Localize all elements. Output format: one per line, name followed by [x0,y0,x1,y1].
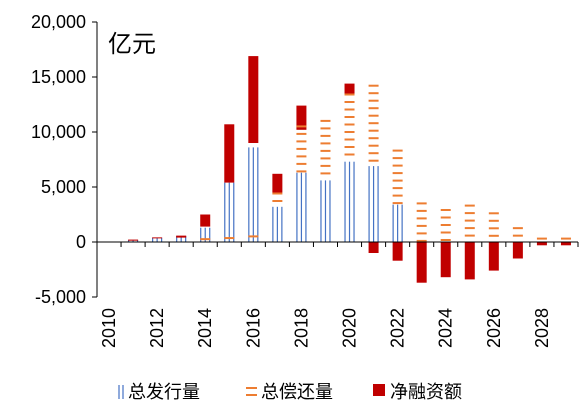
x-tick-label: 2018 [291,308,311,348]
bar-issuance-2020 [344,161,355,242]
bar-net-financing-2026 [488,242,499,271]
legend-item-net-financing: 净融资额 [373,382,462,403]
legend: 总发行量 总偿还量 净融资额 [118,382,462,403]
y-tick-label: 0 [76,232,86,252]
bar-net-financing-2013 [176,235,187,238]
legend-item-repayment: 总偿还量 [246,382,333,403]
y-tick-label: 20,000 [31,12,86,32]
bar-issuance-2021 [368,166,379,242]
bar-repayment-2024 [440,209,451,241]
legend-label-issuance: 总发行量 [128,382,200,403]
y-axis-tick-labels: 20,000 15,000 10,000 5,000 0 -5,000 [31,12,86,307]
bar-repayment-2017 [272,192,283,202]
y-tick-label: -5,000 [35,287,86,307]
bar-repayment-2021 [368,84,379,162]
bar-repayment-2023 [416,202,427,242]
bar-net-financing-2021 [368,242,379,253]
bar-repayment-2020 [344,93,355,156]
x-tick-label: 2024 [436,308,456,348]
bar-net-financing-2017 [272,173,283,193]
bar-net-financing-2029 [560,242,571,246]
bar-repayment-2022 [392,149,403,205]
legend-label-repayment: 总偿还量 [261,382,333,403]
x-axis-tick-labels: 2010 2012 2014 2016 2018 2020 2022 2024 2026 2028 [99,308,552,348]
bar-net-financing-2016 [248,56,259,143]
bar-issuance-2017 [272,206,283,242]
x-tick-label: 2026 [484,308,504,348]
bar-issuance-2015 [224,182,235,242]
y-tick-label: 15,000 [31,67,86,87]
bar-net-financing-2012 [152,237,163,239]
bar-net-financing-2020 [344,83,355,94]
bar-issuance-2022 [392,204,403,242]
x-tick-label: 2012 [147,308,167,348]
bar-issuance-2019 [320,180,331,242]
bar-net-financing-2022 [392,242,403,261]
bar-net-financing-2023 [416,242,427,283]
bar-net-financing-2014 [200,214,211,227]
bar-net-financing-2018 [296,105,307,130]
legend-item-issuance: 总发行量 [118,382,200,403]
x-tick-label: 2010 [99,308,119,348]
bar-repayment-2018 [296,125,307,173]
bar-net-financing-2028 [536,242,547,246]
x-tick-label: 2022 [388,308,408,348]
bar-net-financing-2011 [128,239,139,241]
bar-repayment-2027 [512,227,523,237]
y-tick-label: 5,000 [41,177,86,197]
bar-issuance-2016 [248,147,259,242]
bar-net-financing-2027 [512,242,523,259]
bar-net-financing-2015 [224,124,235,183]
bar-issuance-2018 [296,172,307,242]
x-tick-label: 2020 [340,308,360,348]
legend-label-net-financing: 净融资额 [390,382,462,403]
unit-label: 亿元 [108,30,156,58]
bar-net-financing-2024 [440,242,451,278]
x-tick-label: 2014 [195,308,215,348]
axes [92,21,579,298]
y-tick-label: 10,000 [31,122,86,142]
bar-repayment-2025 [464,204,475,237]
bar-repayment-2026 [488,212,499,237]
bar-repayment-2019 [320,119,331,175]
bar-net-financing-2025 [464,242,475,280]
plot-area [127,56,571,283]
x-tick-label: 2016 [243,308,263,348]
x-tick-label: 2028 [532,308,552,348]
bar-issuance-2012 [152,237,163,242]
